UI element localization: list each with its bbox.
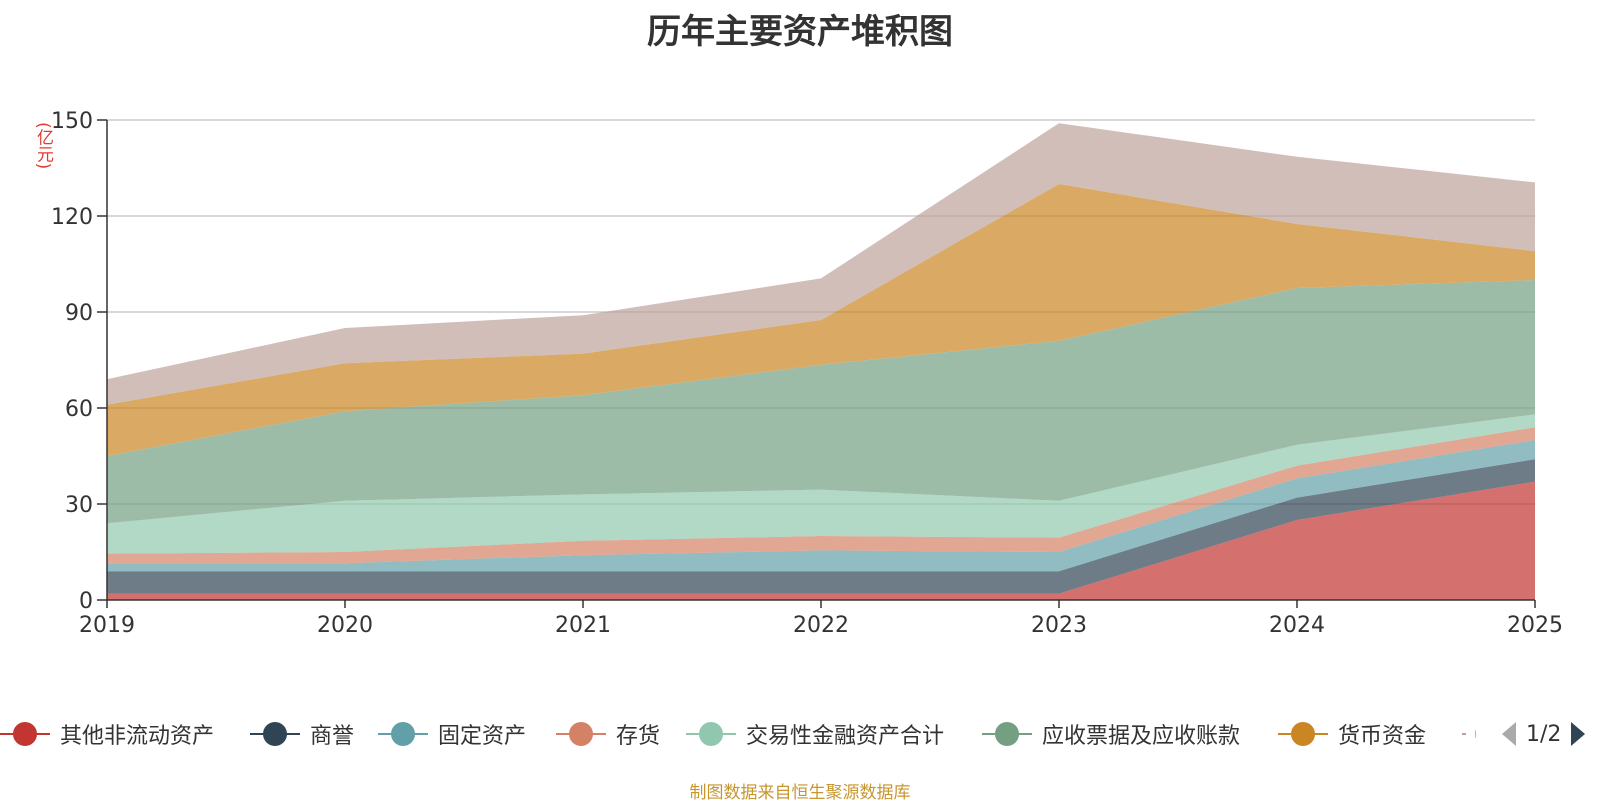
y-tick-label-30: 30 — [65, 493, 93, 518]
x-tick-label-2021: 2021 — [555, 613, 611, 638]
legend-marker-icon — [982, 722, 1032, 746]
legend-item-4[interactable]: 交易性金融资产合计 — [686, 712, 944, 756]
x-tick-label-2020: 2020 — [317, 613, 373, 638]
legend-label: 固定资产 — [438, 724, 527, 749]
legend-label: 商誉 — [310, 724, 355, 749]
area-series-4 — [107, 414, 1535, 554]
legend-label: 应收票据及应收账款 — [1042, 724, 1241, 749]
legend: 其他非流动资产 商誉 固定资产 存货 交易性金融资产合计 应收票据及应收账款 — [0, 712, 1600, 756]
legend-marker-icon — [0, 722, 50, 746]
legend-label: 货币资金 — [1338, 724, 1427, 749]
legend-marker-icon — [686, 722, 736, 746]
legend-marker-icon — [250, 722, 300, 746]
area-series — [107, 123, 1535, 600]
legend-marker-icon — [556, 722, 606, 746]
area-series-7 — [107, 123, 1535, 405]
y-tick-labels: 0 30 60 90 120 150 — [51, 109, 93, 614]
legend-item-1[interactable]: 商誉 — [250, 712, 354, 756]
legend-item-2[interactable]: 固定资产 — [378, 712, 526, 756]
y-tick-label-120: 120 — [51, 205, 93, 230]
x-tick-label-2022: 2022 — [793, 613, 849, 638]
y-axis-unit: (亿元) — [33, 122, 53, 170]
axes — [97, 119, 1536, 608]
legend-marker-icon — [1278, 722, 1328, 746]
legend-marker-icon — [1462, 722, 1476, 746]
legend-item-partial[interactable] — [1462, 712, 1476, 756]
area-series-0 — [107, 481, 1535, 600]
x-tick-label-2019: 2019 — [79, 613, 135, 638]
area-series-5 — [107, 280, 1535, 524]
x-tick-label-2023: 2023 — [1031, 613, 1087, 638]
next-page-icon[interactable] — [1569, 720, 1587, 748]
prev-page-icon[interactable] — [1500, 720, 1518, 748]
data-source-footer: 制图数据来自恒生聚源数据库 — [689, 783, 911, 803]
legend-page-indicator: 1/2 — [1526, 721, 1562, 747]
legend-label: 其他非流动资产 — [60, 724, 215, 749]
area-series-2 — [107, 440, 1535, 572]
y-tick-label-60: 60 — [65, 397, 93, 422]
x-tick-label-2025: 2025 — [1507, 613, 1563, 638]
legend-item-3[interactable]: 存货 — [556, 712, 660, 756]
legend-pager: 1/2 — [1500, 712, 1587, 756]
chart-title: 历年主要资产堆积图 — [647, 12, 953, 52]
y-tick-label-90: 90 — [65, 301, 93, 326]
x-tick-label-2024: 2024 — [1269, 613, 1325, 638]
legend-item-6[interactable]: 货币资金 — [1278, 712, 1426, 756]
legend-item-5[interactable]: 应收票据及应收账款 — [982, 712, 1240, 756]
legend-item-0[interactable]: 其他非流动资产 — [0, 712, 214, 756]
legend-marker-icon — [378, 722, 428, 746]
x-tick-labels: 2019 2020 2021 2022 2023 2024 2025 — [79, 613, 1563, 638]
legend-label: 交易性金融资产合计 — [746, 724, 945, 749]
y-tick-label-150: 150 — [51, 109, 93, 134]
y-tick-label-0: 0 — [79, 589, 93, 614]
legend-label: 存货 — [616, 724, 661, 749]
area-series-1 — [107, 459, 1535, 594]
